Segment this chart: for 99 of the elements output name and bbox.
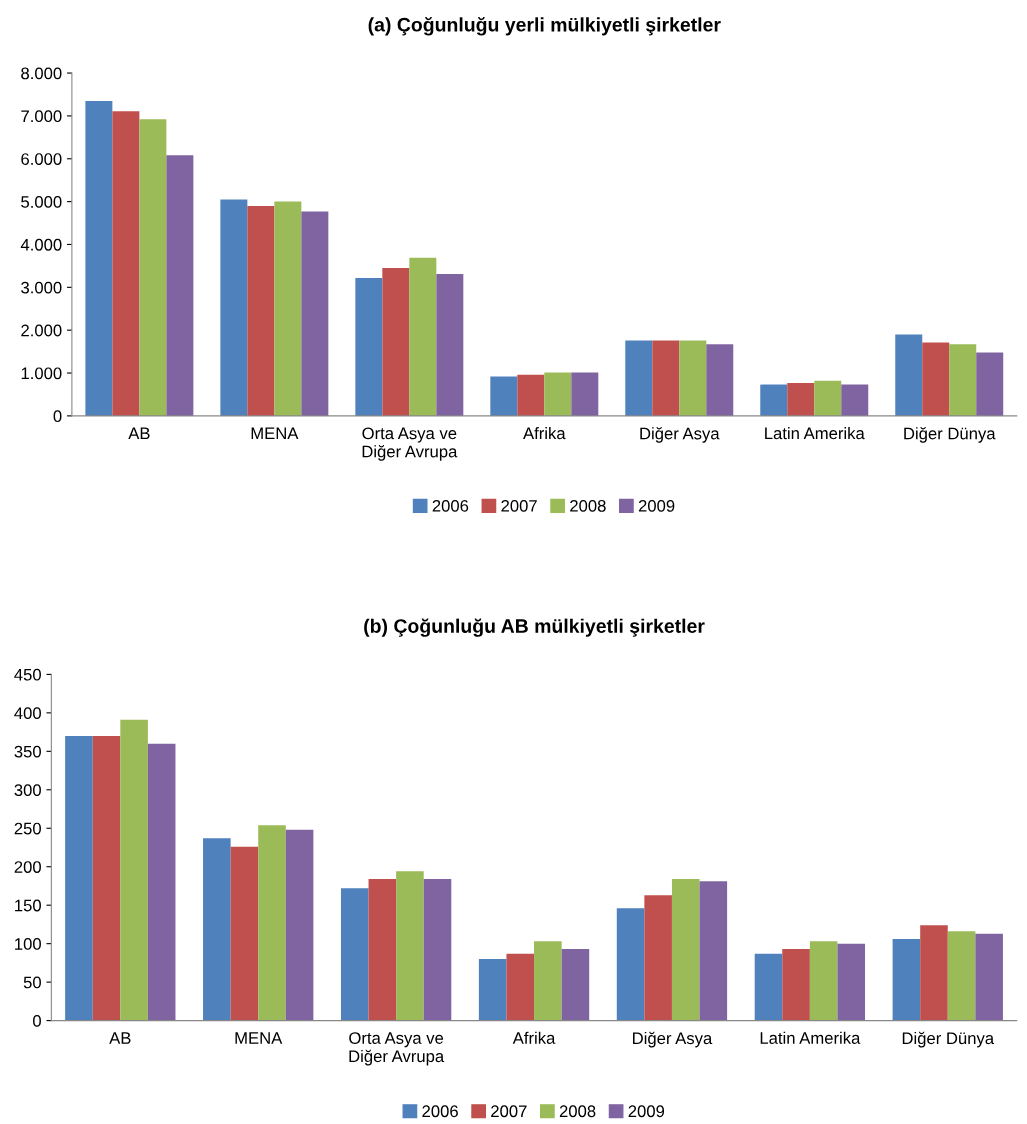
y-tick-label: 0 — [33, 1014, 41, 1027]
bar — [517, 374, 545, 416]
legend-label: 2009 — [628, 1105, 665, 1118]
legend-label: 2007 — [491, 1105, 527, 1118]
bar — [340, 888, 369, 1021]
legend-label: 2007 — [501, 499, 537, 512]
bar — [699, 881, 728, 1021]
bar — [949, 344, 977, 416]
y-tick-label: 0 — [53, 410, 62, 423]
bar — [625, 340, 653, 416]
y-tick-label: 200 — [14, 861, 41, 873]
y-tick-label: 50 — [23, 976, 41, 989]
bar — [895, 334, 923, 416]
bar — [490, 376, 518, 416]
bar — [754, 953, 783, 1021]
bar — [920, 925, 948, 1021]
bar — [355, 277, 383, 416]
bar — [760, 384, 788, 416]
x-tick-label: MENA — [251, 427, 299, 440]
y-tick-label: 6.000 — [21, 153, 62, 165]
bar — [147, 743, 176, 1021]
bar — [561, 949, 590, 1021]
x-tick-label: Latin Amerika — [765, 426, 865, 440]
bar — [247, 205, 275, 416]
x-tick-label: Latin Amerika — [760, 1031, 861, 1044]
bar — [782, 949, 810, 1021]
x-tick-label: Diğer Asya — [633, 1031, 713, 1048]
x-tick-label: Orta Asya ve Diğer Avrupa — [349, 1032, 445, 1066]
legend-label: 2006 — [422, 1105, 458, 1118]
x-tick-label: Diğer Dünya — [902, 1031, 995, 1048]
legend-label: 2008 — [570, 499, 606, 512]
bar — [274, 201, 302, 416]
x-tick-label: Orta Asya ve Diğer Avrupa — [362, 427, 458, 461]
x-tick-label: Afrika — [512, 1031, 556, 1044]
bar — [436, 274, 464, 416]
legend-label: 2008 — [559, 1105, 596, 1118]
y-tick-label: 5.000 — [21, 196, 62, 208]
bar — [258, 825, 286, 1021]
bar — [975, 933, 1003, 1021]
y-tick-label: 300 — [14, 784, 41, 796]
bar — [534, 941, 562, 1021]
y-tick-label: 7.000 — [21, 110, 62, 123]
bar — [396, 871, 424, 1021]
bar — [220, 199, 248, 416]
y-tick-label: 4.000 — [20, 238, 62, 251]
bar — [809, 941, 838, 1021]
bar — [203, 838, 231, 1021]
bar — [166, 155, 194, 416]
bar — [679, 340, 707, 416]
bar — [230, 846, 259, 1021]
legend-label: 2009 — [638, 499, 675, 512]
bar — [65, 735, 93, 1021]
bar — [92, 735, 121, 1021]
y-tick-label: 3.000 — [21, 281, 62, 294]
x-tick-label: MENA — [235, 1032, 283, 1044]
bar — [644, 895, 672, 1021]
bar — [947, 931, 976, 1021]
chart-title: (b) Çoğunluğu AB mülkiyetli şirketler — [364, 618, 705, 637]
bar — [922, 342, 950, 416]
bar — [787, 382, 815, 416]
x-tick-label: Afrika — [523, 426, 566, 440]
bar — [285, 829, 314, 1021]
bar — [409, 257, 437, 416]
y-tick-label: 450 — [14, 668, 41, 681]
y-tick-label: 150 — [15, 899, 41, 912]
chart-title: (a) Çoğunluğu yerli mülkiyetli şirketler — [368, 17, 721, 36]
y-tick-label: 400 — [14, 707, 41, 720]
bar — [423, 879, 452, 1021]
x-tick-label: AB — [109, 1032, 131, 1044]
x-tick-label: AB — [128, 427, 150, 440]
y-tick-label: 8.000 — [21, 67, 62, 80]
bar — [892, 939, 921, 1021]
bar — [139, 119, 167, 416]
bar — [837, 943, 866, 1021]
y-tick-label: 100 — [15, 938, 41, 950]
bar — [382, 268, 410, 416]
bar — [85, 100, 113, 416]
legend-label: 2006 — [432, 499, 469, 512]
bar — [120, 719, 148, 1021]
bar — [652, 340, 680, 416]
x-tick-label: Diğer Asya — [640, 426, 720, 443]
bar — [841, 384, 869, 416]
bar — [506, 953, 535, 1021]
bar — [301, 211, 329, 416]
bar — [706, 344, 734, 416]
y-tick-label: 1.000 — [21, 367, 62, 380]
y-tick-label: 2.000 — [21, 324, 62, 337]
bar — [616, 908, 645, 1021]
bar — [368, 879, 397, 1021]
y-tick-label: 250 — [14, 822, 41, 835]
y-tick-label: 350 — [14, 745, 41, 758]
bar — [112, 111, 140, 416]
bar — [976, 352, 1004, 416]
x-tick-label: Diğer Dünya — [904, 426, 996, 443]
bar — [544, 372, 572, 416]
bar — [571, 372, 599, 416]
bar — [671, 879, 700, 1021]
bar — [814, 380, 842, 416]
bar — [478, 959, 507, 1021]
